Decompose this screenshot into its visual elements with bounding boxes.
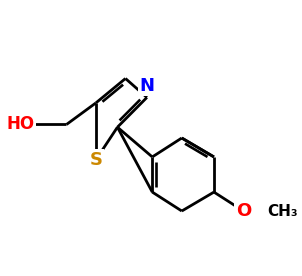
Text: CH₃: CH₃ [268,203,298,219]
Text: HO: HO [6,115,34,134]
Text: S: S [89,151,102,169]
Text: O: O [236,202,251,220]
Text: N: N [140,77,154,95]
